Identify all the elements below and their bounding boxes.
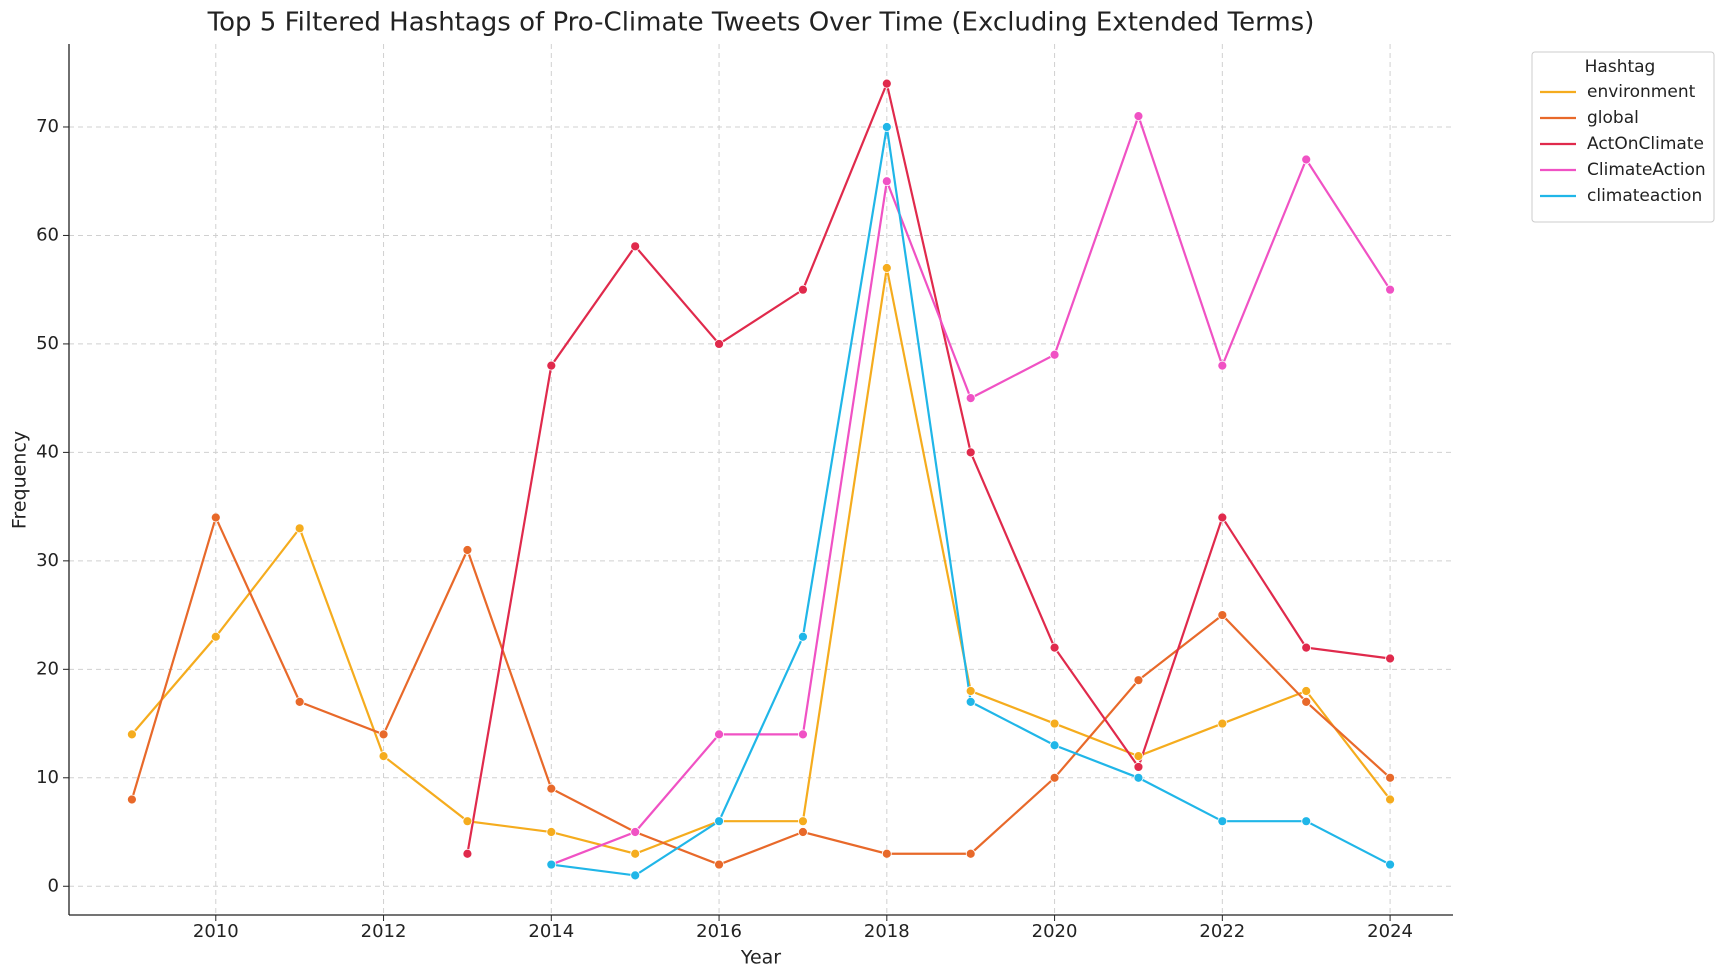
point — [965, 447, 976, 458]
point — [1049, 740, 1060, 751]
legend-label: environment — [1587, 82, 1696, 102]
x-axis-label: Year — [740, 947, 781, 969]
series-line — [466, 79, 1391, 854]
y-tick-label: 0 — [48, 875, 59, 896]
y-axis-label: Frequency — [9, 431, 31, 529]
point — [1133, 762, 1144, 772]
point — [1049, 349, 1060, 360]
legend-label: ActOnClimate — [1587, 134, 1704, 154]
point — [714, 816, 724, 827]
point — [127, 794, 137, 805]
point — [1133, 772, 1144, 783]
y-tick-label: 60 — [36, 224, 59, 245]
point — [1133, 751, 1144, 761]
point — [1385, 794, 1395, 805]
x-tick-label: 2014 — [528, 921, 574, 942]
point — [714, 859, 724, 870]
x-tick-label: 2024 — [1367, 921, 1413, 942]
point — [546, 360, 557, 371]
point — [127, 729, 137, 740]
point — [1049, 642, 1060, 653]
point — [1301, 816, 1312, 827]
legend-label: ClimateAction — [1587, 160, 1706, 180]
point — [462, 816, 473, 827]
y-tick-label: 70 — [36, 116, 59, 137]
point — [630, 848, 641, 859]
point — [630, 827, 641, 837]
y-tick-label: 10 — [36, 767, 59, 788]
point — [1385, 859, 1395, 870]
y-tick-label: 50 — [36, 333, 59, 354]
legend-title: Hashtag — [1585, 57, 1656, 77]
point — [714, 339, 724, 349]
point — [1217, 360, 1228, 371]
point — [1301, 642, 1312, 653]
series-line — [550, 112, 1392, 866]
point — [630, 241, 641, 252]
point — [798, 729, 808, 740]
chart-title: Top 5 Filtered Hashtags of Pro-Climate T… — [207, 8, 1315, 38]
x-tick-label: 2018 — [864, 921, 910, 942]
y-tick-label: 40 — [36, 441, 59, 462]
point — [1385, 772, 1395, 783]
point — [1049, 772, 1060, 783]
point — [881, 122, 892, 132]
point — [1301, 696, 1312, 707]
point — [881, 176, 892, 187]
point — [1133, 675, 1144, 686]
point — [294, 523, 305, 534]
point — [1217, 816, 1228, 827]
legend-label: climateaction — [1587, 186, 1702, 206]
point — [630, 870, 641, 881]
point — [798, 816, 808, 827]
point — [210, 631, 221, 642]
legend-label: global — [1587, 108, 1639, 128]
point — [546, 859, 557, 870]
point — [1049, 718, 1060, 729]
x-tick-label: 2016 — [696, 921, 742, 942]
series-line — [131, 267, 1391, 855]
x-tick-label: 2020 — [1032, 921, 1078, 942]
point — [378, 729, 389, 740]
point — [546, 827, 557, 837]
series-line — [130, 514, 1391, 866]
y-tick-label: 20 — [36, 658, 59, 679]
point — [1217, 718, 1228, 729]
point — [965, 686, 976, 696]
point — [1301, 686, 1312, 696]
legend-box — [1531, 51, 1715, 223]
point — [1217, 512, 1228, 523]
x-tick-label: 2010 — [193, 921, 239, 942]
point — [798, 631, 808, 642]
series-line — [551, 126, 1391, 877]
point — [714, 729, 724, 740]
point — [965, 848, 976, 859]
point — [462, 848, 473, 859]
point — [1301, 154, 1312, 165]
point — [881, 848, 892, 859]
point — [798, 827, 808, 837]
y-tick-label: 30 — [36, 550, 59, 571]
point — [965, 696, 976, 707]
point — [378, 751, 389, 761]
point — [1385, 653, 1395, 664]
point — [798, 284, 808, 295]
point — [210, 512, 221, 523]
point — [1133, 111, 1144, 122]
x-tick-label: 2022 — [1199, 921, 1245, 942]
point — [881, 263, 892, 273]
point — [1385, 284, 1395, 295]
point — [881, 78, 892, 89]
point — [1217, 610, 1228, 620]
point — [462, 545, 473, 555]
point — [546, 783, 557, 794]
point — [965, 393, 976, 404]
point — [294, 696, 305, 707]
x-tick-label: 2012 — [361, 921, 407, 942]
